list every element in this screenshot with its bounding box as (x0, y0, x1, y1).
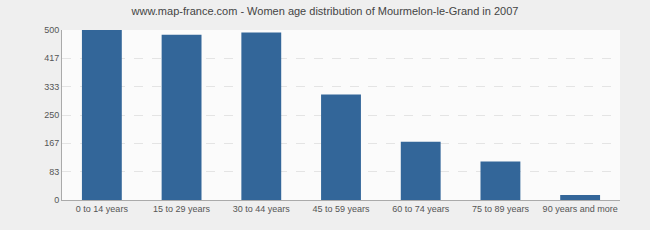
svg-text:90 years and more: 90 years and more (543, 204, 618, 214)
svg-text:0 to 14 years: 0 to 14 years (76, 204, 129, 214)
svg-text:www.map-france.com - Women age: www.map-france.com - Women age distribut… (131, 5, 519, 17)
svg-text:167: 167 (44, 138, 59, 148)
svg-text:333: 333 (44, 82, 59, 92)
svg-text:60 to 74 years: 60 to 74 years (392, 204, 450, 214)
svg-text:45 to 59 years: 45 to 59 years (312, 204, 370, 214)
svg-text:0: 0 (54, 195, 59, 205)
svg-text:30 to 44 years: 30 to 44 years (233, 204, 291, 214)
svg-text:83: 83 (49, 167, 59, 177)
svg-text:500: 500 (44, 25, 59, 35)
svg-text:417: 417 (44, 53, 59, 63)
svg-text:75 to 89 years: 75 to 89 years (472, 204, 530, 214)
svg-text:250: 250 (44, 110, 59, 120)
svg-text:15 to 29 years: 15 to 29 years (153, 204, 211, 214)
